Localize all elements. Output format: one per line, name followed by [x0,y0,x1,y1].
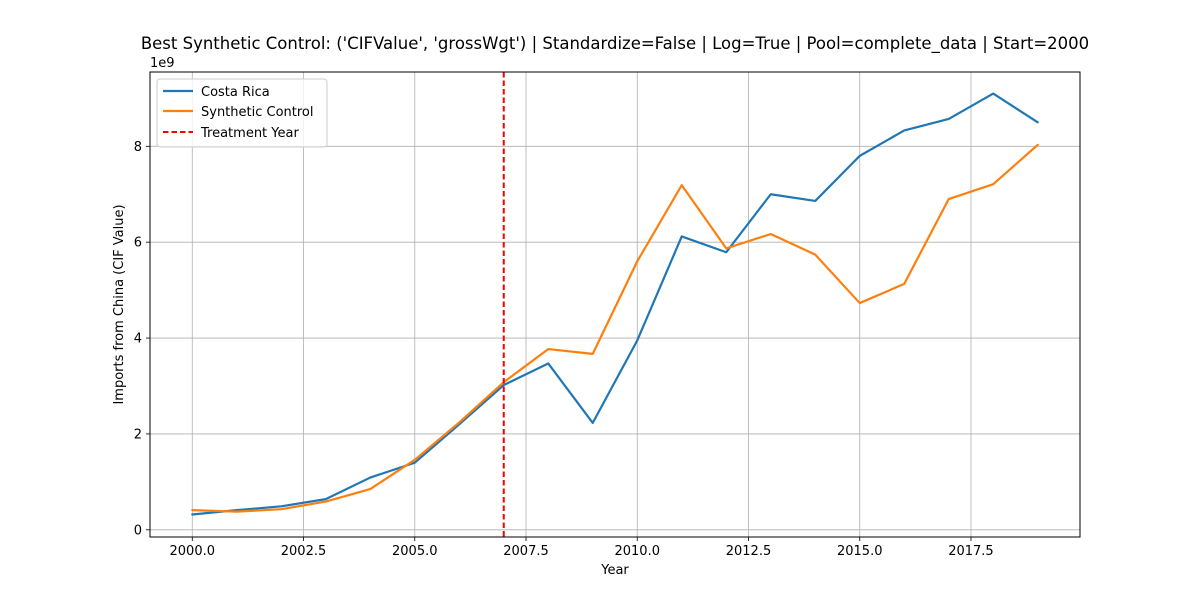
x-tick-label: 2002.5 [281,544,327,559]
x-tick-label: 2007.5 [503,544,549,559]
x-tick-label: 2015.0 [837,544,883,559]
ticks: 2000.0 2002.5 2005.0 2007.5 2010.0 2012.5 2015… [134,140,994,559]
x-tick-label: 2010.0 [614,544,660,559]
y-tick-label: 8 [134,140,142,155]
x-tick-label: 2005.0 [392,544,438,559]
y-offset-label: 1e9 [150,56,175,71]
legend-label-costa-rica: Costa Rica [201,85,270,100]
legend-label-synthetic-control: Synthetic Control [201,105,314,120]
y-tick-label: 4 [134,332,142,347]
x-axis-label: Year [600,563,629,578]
axes-frame [149,71,1081,538]
x-tick-label: 2012.5 [726,544,772,559]
chart-title: Best Synthetic Control: ('CIFValue', 'gr… [141,34,1089,54]
series-line-costa-rica [191,92,1039,516]
plot-area [191,72,1039,537]
y-axis-label: Imports from China (CIF Value) [112,204,127,404]
legend-frame [156,78,328,148]
x-tick-label: 2017.5 [948,544,994,559]
legend: Costa Rica Synthetic Control Treatment Y… [156,78,328,148]
legend-label-treatment-year: Treatment Year [200,126,299,141]
x-tick-label: 2000.0 [170,544,216,559]
y-tick-label: 2 [134,427,142,442]
series-line-synthetic-control [191,143,1039,513]
grid [150,72,1080,537]
y-tick-label: 0 [134,523,142,538]
y-tick-label: 6 [134,236,142,251]
